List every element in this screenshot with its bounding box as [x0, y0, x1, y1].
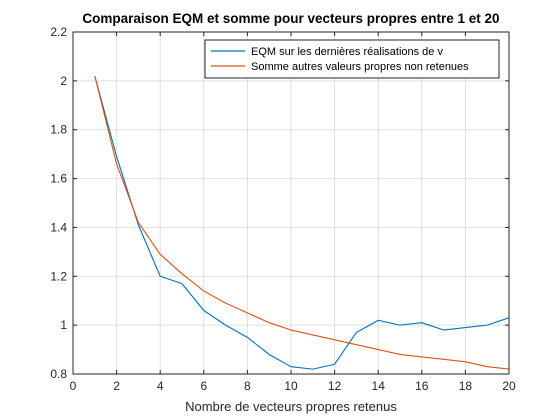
chart-title: Comparaison EQM et somme pour vecteurs p… — [82, 11, 499, 26]
x-tick-label: 10 — [284, 379, 298, 393]
legend-label-2: Somme autres valeurs propres non retenue… — [251, 61, 469, 73]
x-axis-label: Nombre de vecteurs propres retenus — [185, 399, 397, 414]
x-tick-label: 4 — [157, 379, 164, 393]
legend-label-1: EQM sur les dernières réalisations de v — [251, 46, 443, 58]
y-tick-label: 0.8 — [50, 367, 67, 381]
x-tick-label: 2 — [113, 379, 120, 393]
y-tick-label: 1 — [60, 318, 67, 332]
y-tick-label: 2 — [60, 74, 67, 88]
x-tick-label: 0 — [70, 379, 77, 393]
x-tick-label: 16 — [415, 379, 429, 393]
x-tick-label: 14 — [372, 379, 386, 393]
x-tick-label: 8 — [244, 379, 251, 393]
y-tick-label: 1.8 — [50, 123, 67, 137]
y-tick-label: 1.4 — [50, 220, 67, 234]
y-tick-label: 1.6 — [50, 172, 67, 186]
x-tick-label: 12 — [328, 379, 342, 393]
y-tick-label: 2.2 — [50, 25, 67, 39]
legend: EQM sur les dernières réalisations de v S… — [205, 40, 499, 78]
y-tick-label: 1.2 — [50, 269, 67, 283]
x-tick-label: 18 — [459, 379, 473, 393]
x-tick-label: 20 — [502, 379, 516, 393]
x-tick-label: 6 — [200, 379, 207, 393]
